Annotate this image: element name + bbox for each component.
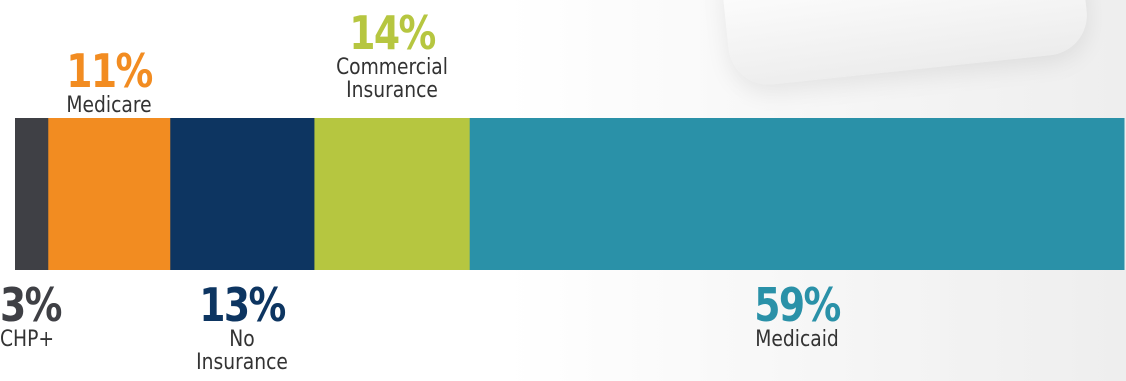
segment-name: Medicaid [755, 327, 839, 352]
bar-segment-chp- [15, 118, 49, 270]
segment-percent: 14% [349, 6, 436, 60]
segment-name: CHP+ [0, 327, 55, 352]
segment-label-commercial-insurance: 14% Commercial Insurance [292, 10, 492, 102]
segment-label-no-insurance: 13% No Insurance [142, 282, 342, 374]
segment-label-medicare: 11% Medicare [9, 48, 209, 117]
segment-name: Commercial Insurance [336, 55, 448, 104]
bar-segment-commercial-insurance [314, 118, 471, 270]
segment-percent: 59% [754, 278, 841, 332]
segment-percent: 13% [199, 278, 287, 332]
segment-label-chp-: 3% CHP+ [0, 282, 200, 351]
bar-segment-medicare [48, 118, 171, 270]
segment-percent: 11% [66, 44, 154, 98]
segment-label-medicaid: 59% Medicaid [697, 282, 897, 351]
bar-segment-no-insurance [170, 118, 315, 270]
segment-percent: 3% [0, 278, 62, 332]
segment-name: No Insurance [196, 327, 289, 376]
bar-segment-medicaid [469, 118, 1125, 270]
segment-name: Medicare [66, 93, 152, 118]
